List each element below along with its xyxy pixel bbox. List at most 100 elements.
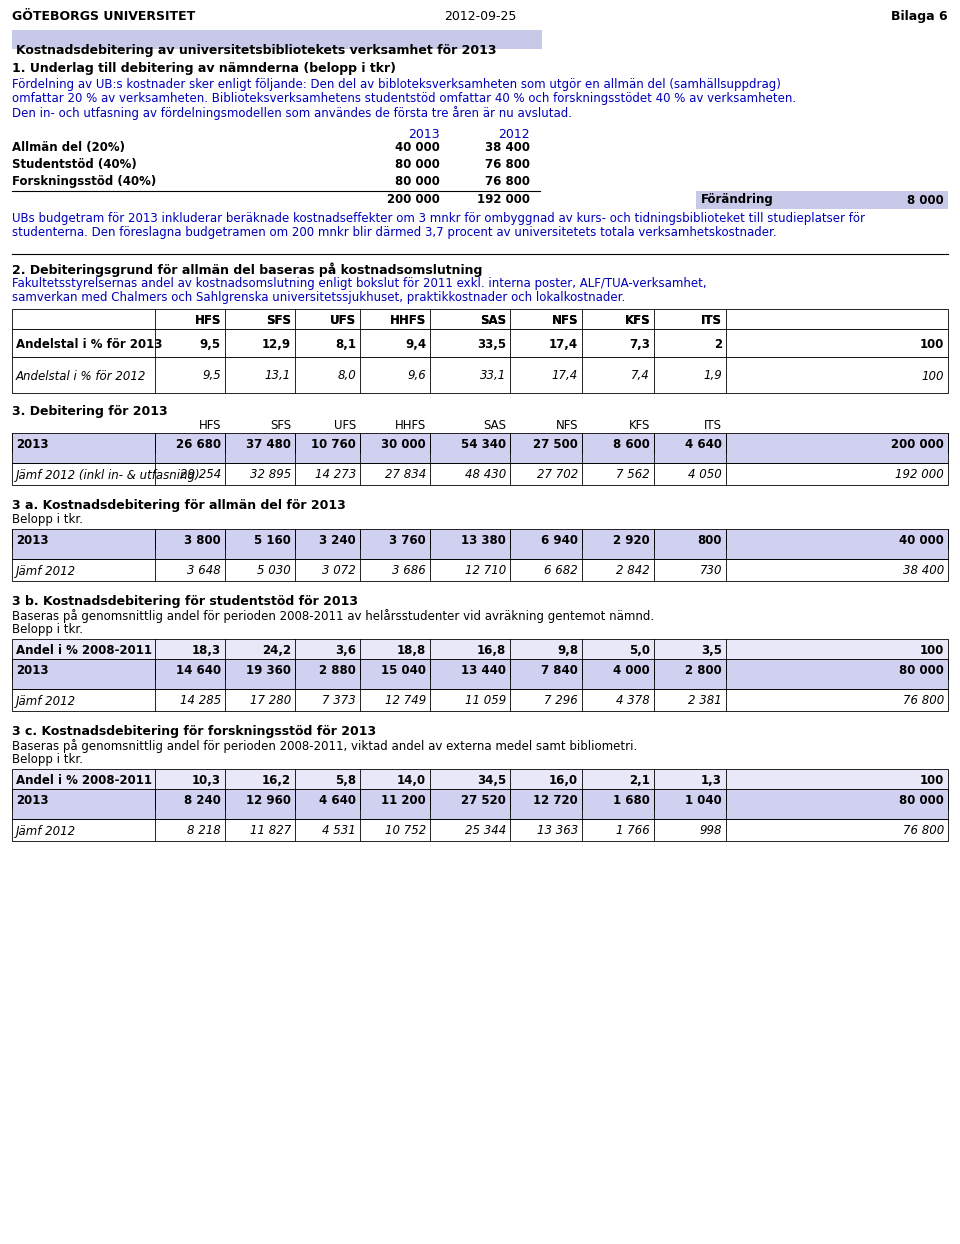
Bar — [12, 809, 948, 819]
Text: 3 648: 3 648 — [187, 565, 221, 577]
Text: 7,4: 7,4 — [632, 369, 650, 382]
Text: 80 000: 80 000 — [900, 794, 944, 806]
Text: 76 800: 76 800 — [485, 175, 530, 188]
Text: 8,1: 8,1 — [335, 337, 356, 351]
Text: 3 240: 3 240 — [320, 534, 356, 546]
Text: 32 895: 32 895 — [250, 469, 291, 481]
Bar — [12, 453, 948, 463]
Text: HHFS: HHFS — [395, 419, 426, 432]
Text: SAS: SAS — [480, 313, 506, 326]
Text: Andelstal i % för 2012: Andelstal i % för 2012 — [16, 369, 146, 382]
Text: 18,8: 18,8 — [396, 643, 426, 657]
Text: 48 430: 48 430 — [465, 469, 506, 481]
Text: 2013: 2013 — [16, 438, 49, 450]
Text: Den in- och utfasning av fördelningsmodellen som användes de första tre åren är : Den in- och utfasning av fördelningsmode… — [12, 106, 572, 119]
Text: 9,5: 9,5 — [200, 337, 221, 351]
Bar — [12, 549, 948, 559]
Text: HHFS: HHFS — [390, 313, 426, 326]
Text: 100: 100 — [920, 774, 944, 786]
Text: 80 000: 80 000 — [900, 663, 944, 677]
Text: Forskningsstöd (40%): Forskningsstöd (40%) — [12, 175, 156, 188]
Bar — [12, 789, 948, 809]
Text: Andelstal i % för 2013: Andelstal i % för 2013 — [16, 337, 162, 351]
Text: 2012-09-25: 2012-09-25 — [444, 10, 516, 22]
Text: 800: 800 — [698, 534, 722, 546]
Text: 12 749: 12 749 — [385, 694, 426, 708]
Text: 8,0: 8,0 — [337, 369, 356, 382]
Text: 13 363: 13 363 — [537, 825, 578, 837]
Text: 30 000: 30 000 — [381, 438, 426, 450]
Text: 3 c. Kostnadsdebitering för forskningsstöd för 2013: 3 c. Kostnadsdebitering för forskningsst… — [12, 725, 376, 738]
Text: 5 030: 5 030 — [257, 565, 291, 577]
Text: KFS: KFS — [629, 419, 650, 432]
Text: Förändring: Förändring — [701, 194, 774, 207]
Text: 6 940: 6 940 — [541, 534, 578, 546]
Bar — [12, 659, 948, 679]
Text: 7 373: 7 373 — [323, 694, 356, 708]
Text: 3 a. Kostnadsdebitering för allmän del för 2013: 3 a. Kostnadsdebitering för allmän del f… — [12, 499, 346, 513]
Bar — [12, 463, 948, 485]
Text: 2012: 2012 — [498, 128, 530, 141]
Text: 40 000: 40 000 — [396, 141, 440, 154]
Text: 33,1: 33,1 — [480, 369, 506, 382]
Text: 76 800: 76 800 — [902, 825, 944, 837]
Text: 7 296: 7 296 — [544, 694, 578, 708]
Text: 192 000: 192 000 — [477, 193, 530, 207]
Text: 16,8: 16,8 — [477, 643, 506, 657]
Text: 192 000: 192 000 — [896, 469, 944, 481]
Text: 11 200: 11 200 — [381, 794, 426, 806]
Text: 10 752: 10 752 — [385, 825, 426, 837]
Text: 13 380: 13 380 — [461, 534, 506, 546]
Text: 27 520: 27 520 — [461, 794, 506, 806]
Text: 2013: 2013 — [16, 794, 49, 806]
Text: 7 840: 7 840 — [541, 663, 578, 677]
Text: 2,1: 2,1 — [629, 774, 650, 786]
Bar — [12, 328, 948, 357]
Text: 3,6: 3,6 — [335, 643, 356, 657]
Text: 2: 2 — [714, 337, 722, 351]
Text: SFS: SFS — [266, 313, 291, 326]
Text: 33,5: 33,5 — [477, 337, 506, 351]
Text: ITS: ITS — [701, 313, 722, 326]
Bar — [12, 357, 948, 393]
Text: GÖTEBORGS UNIVERSITET: GÖTEBORGS UNIVERSITET — [12, 10, 195, 22]
Text: 8 218: 8 218 — [187, 825, 221, 837]
Text: Jämf 2012: Jämf 2012 — [16, 825, 76, 837]
Text: Studentstöd (40%): Studentstöd (40%) — [12, 158, 136, 170]
Text: 3 800: 3 800 — [184, 534, 221, 546]
Text: 1,3: 1,3 — [701, 774, 722, 786]
Bar — [12, 819, 948, 841]
Text: NFS: NFS — [551, 313, 578, 326]
Text: 2013: 2013 — [16, 663, 49, 677]
Text: Kostnadsdebitering av universitetsbibliotekets verksamhet för 2013: Kostnadsdebitering av universitetsbiblio… — [16, 44, 496, 57]
Text: samverkan med Chalmers och Sahlgrenska universitetssjukhuset, praktikkostnader o: samverkan med Chalmers och Sahlgrenska u… — [12, 291, 625, 304]
Text: 27 500: 27 500 — [533, 438, 578, 450]
Bar — [696, 192, 948, 209]
Bar — [12, 689, 948, 712]
Text: 38 400: 38 400 — [902, 565, 944, 577]
Text: 3 760: 3 760 — [389, 534, 426, 546]
Text: 1 040: 1 040 — [685, 794, 722, 806]
Text: 1. Underlag till debitering av nämnderna (belopp i tkr): 1. Underlag till debitering av nämnderna… — [12, 62, 396, 75]
Text: 4 640: 4 640 — [685, 438, 722, 450]
Text: studenterna. Den föreslagna budgetramen om 200 mnkr blir därmed 3,7 procent av u: studenterna. Den föreslagna budgetramen … — [12, 226, 777, 239]
Text: 10,3: 10,3 — [192, 774, 221, 786]
Text: 40 000: 40 000 — [900, 534, 944, 546]
Bar — [12, 639, 948, 659]
Text: 2 381: 2 381 — [688, 694, 722, 708]
Text: UBs budgetram för 2013 inkluderar beräknade kostnadseffekter om 3 mnkr för ombyg: UBs budgetram för 2013 inkluderar beräkn… — [12, 211, 865, 225]
Text: omfattar 20 % av verksamheten. Biblioteksverksamhetens studentstöd omfattar 40 %: omfattar 20 % av verksamheten. Bibliotek… — [12, 92, 796, 104]
Text: 200 000: 200 000 — [387, 193, 440, 207]
Text: Allmän del (20%): Allmän del (20%) — [12, 141, 125, 154]
Text: SAS: SAS — [480, 313, 506, 326]
Text: 17 280: 17 280 — [250, 694, 291, 708]
Text: Belopp i tkr.: Belopp i tkr. — [12, 513, 83, 526]
Text: 1 680: 1 680 — [613, 794, 650, 806]
Bar — [12, 769, 948, 789]
Text: HHFS: HHFS — [390, 313, 426, 326]
Text: 29 254: 29 254 — [180, 469, 221, 481]
Text: 5,0: 5,0 — [629, 643, 650, 657]
Text: HFS: HFS — [195, 313, 221, 326]
Text: 5,8: 5,8 — [335, 774, 356, 786]
Text: 2. Debiteringsgrund för allmän del baseras på kostnadsomslutning: 2. Debiteringsgrund för allmän del baser… — [12, 262, 482, 276]
